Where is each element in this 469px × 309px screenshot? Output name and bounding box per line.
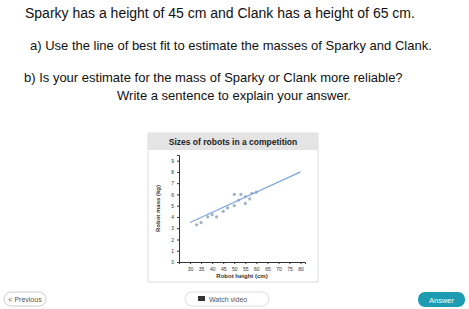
- tick-mark: [177, 161, 179, 162]
- tick-label: 30: [188, 266, 194, 272]
- answer-button[interactable]: [418, 292, 465, 307]
- answer-label[interactable]: Answer: [429, 296, 455, 305]
- previous-button[interactable]: [4, 292, 46, 306]
- tick: 65: [265, 262, 271, 272]
- tick-label: 45: [221, 266, 227, 272]
- tick-label: 7: [171, 180, 174, 186]
- tick-mark: [177, 262, 179, 263]
- y-axis-title: Robot mass (kg): [155, 185, 161, 232]
- data-point: [200, 221, 203, 224]
- data-point: [244, 202, 247, 205]
- tick: 70: [276, 262, 282, 272]
- chart-panel: [148, 133, 318, 282]
- question-b-instruction: Write a sentence to explain your answer.: [117, 88, 351, 103]
- tick-mark: [301, 262, 302, 264]
- tick-mark: [267, 262, 268, 264]
- video-icon: [198, 296, 205, 301]
- watch-video-label[interactable]: Watch video: [209, 296, 247, 303]
- axis-line: [177, 156, 180, 263]
- tick-label: 80: [298, 266, 304, 272]
- title-bar: [148, 133, 318, 150]
- tick-mark: [256, 262, 257, 264]
- tick-label: 5: [171, 203, 174, 209]
- tick: 50: [232, 262, 238, 272]
- data-point: [248, 197, 251, 200]
- tick: 3: [171, 225, 179, 231]
- tick-label: 70: [276, 266, 282, 272]
- data-point: [215, 215, 218, 218]
- tick-label: 50: [232, 266, 238, 272]
- tick: 35: [199, 262, 205, 272]
- data-point: [233, 204, 236, 207]
- tick-label: 65: [265, 266, 271, 272]
- x-axis: 30 35 40 45 50 55 60 65 70 75 80: [180, 262, 306, 272]
- previous-label[interactable]: < Previous: [8, 296, 42, 303]
- tick-mark: [177, 217, 179, 218]
- data-point: [233, 193, 236, 196]
- line-of-best-fit: [190, 172, 301, 223]
- y-axis: 0 1 2 3 4 5 6 7 8 9: [171, 156, 179, 266]
- tick-mark: [290, 262, 291, 264]
- tick-mark: [223, 262, 224, 264]
- tick: 80: [298, 262, 304, 272]
- tick: 6: [171, 192, 179, 198]
- page: Sparky has a height of 45 cm and Clank h…: [0, 0, 469, 309]
- tick-label: 40: [210, 266, 216, 272]
- tick-label: 55: [243, 266, 249, 272]
- tick-label: 2: [171, 237, 174, 243]
- tick-mark: [177, 172, 179, 173]
- tick: 9: [171, 158, 179, 164]
- tick-mark: [177, 206, 179, 207]
- tick-mark: [234, 262, 235, 264]
- plot-area: [190, 172, 301, 227]
- tick-label: 35: [199, 266, 205, 272]
- tick-label: 6: [171, 192, 174, 198]
- tick: 1: [171, 248, 179, 254]
- tick-label: 3: [171, 225, 174, 231]
- tick-label: 4: [171, 214, 174, 220]
- tick-mark: [177, 194, 179, 195]
- tick-label: 9: [171, 158, 174, 164]
- data-point: [195, 223, 198, 226]
- intro: Sparky has a height of 45 cm and Clank h…: [25, 5, 415, 21]
- tick-label: 60: [254, 266, 260, 272]
- tick-mark: [245, 262, 246, 264]
- x-axis-title: Robot height (cm): [216, 273, 267, 279]
- tick: 30: [188, 262, 194, 272]
- tick-mark: [177, 228, 179, 229]
- tick-mark: [177, 183, 179, 184]
- data-point: [239, 193, 242, 196]
- data-point: [226, 206, 229, 209]
- chart-title: Sizes of robots in a competition: [169, 137, 297, 147]
- tick-label: 8: [171, 169, 174, 175]
- tick-mark: [190, 262, 191, 264]
- tick: 55: [243, 262, 249, 272]
- data-point: [222, 210, 225, 213]
- tick-label: 1: [171, 248, 174, 254]
- tick-label: 0: [171, 259, 174, 265]
- tick: 75: [287, 262, 293, 272]
- tick: 45: [221, 262, 227, 272]
- tick-label: 75: [287, 266, 293, 272]
- tick: 8: [171, 169, 179, 175]
- axis-line: [180, 263, 306, 265]
- data-point: [206, 215, 209, 218]
- tick-mark: [177, 251, 179, 252]
- tick: 40: [210, 262, 216, 272]
- tick: 2: [171, 237, 179, 243]
- question-b: b) Is your estimate for the mass of Spar…: [24, 70, 403, 85]
- tick-mark: [177, 239, 179, 240]
- watch-video-button[interactable]: [185, 292, 269, 306]
- tick-mark: [278, 262, 279, 264]
- tick: 4: [171, 214, 179, 220]
- tick-mark: [201, 262, 202, 264]
- tick: 7: [171, 180, 179, 186]
- question-a: a) Use the line of best fit to estimate …: [30, 38, 432, 53]
- tick: 0: [171, 259, 179, 265]
- tick: 5: [171, 203, 179, 209]
- tick: 60: [254, 262, 260, 272]
- tick-mark: [212, 262, 213, 264]
